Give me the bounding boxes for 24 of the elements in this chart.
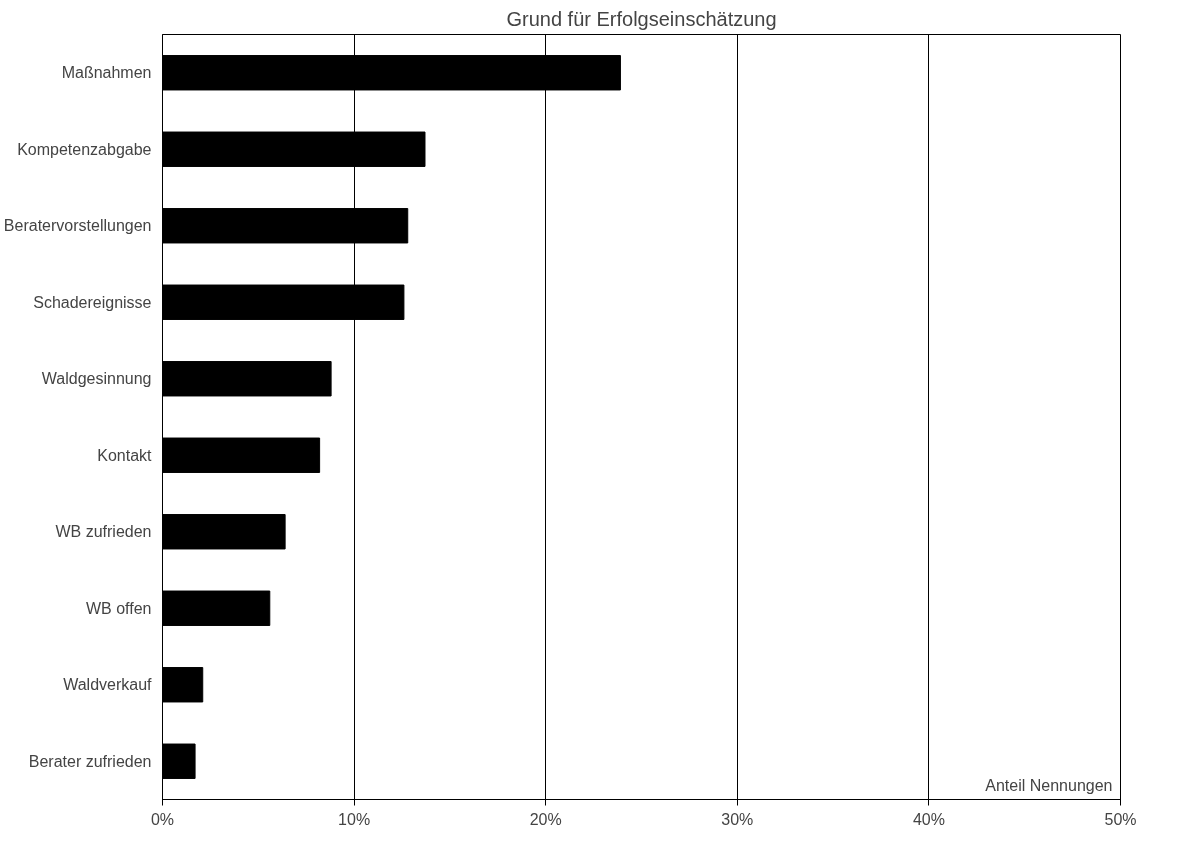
y-tick-label: Berater zufrieden bbox=[28, 752, 152, 770]
x-tick-label: 10% bbox=[338, 810, 371, 828]
bar bbox=[162, 437, 321, 473]
y-tick-label: WB offen bbox=[85, 599, 152, 617]
bar bbox=[162, 667, 204, 703]
y-tick-label: Waldgesinnung bbox=[41, 370, 152, 388]
x-tick-label: 30% bbox=[721, 810, 754, 828]
y-tick-label: WB zufrieden bbox=[55, 523, 152, 541]
x-tick-label: 40% bbox=[912, 810, 945, 828]
x-tick-label: 20% bbox=[529, 810, 562, 828]
y-tick-label: Beratervorstellungen bbox=[3, 217, 152, 235]
chart-title: Grund für Erfolgseinschätzung bbox=[506, 7, 777, 30]
y-tick-label: Maßnahmen bbox=[61, 64, 152, 82]
y-tick-label: Kontakt bbox=[97, 446, 153, 464]
y-tick-label: Schadereignisse bbox=[33, 293, 152, 311]
y-tick-label: Waldverkauf bbox=[63, 676, 153, 694]
x-tick-label: 0% bbox=[150, 810, 175, 828]
bar bbox=[162, 361, 332, 397]
bar bbox=[162, 514, 286, 550]
x-tick-label: 50% bbox=[1104, 810, 1137, 828]
bar bbox=[162, 590, 271, 626]
y-tick-label: Kompetenzabgabe bbox=[17, 140, 152, 158]
x-axis-title: Anteil Nennungen bbox=[985, 776, 1113, 794]
bar bbox=[162, 743, 196, 779]
